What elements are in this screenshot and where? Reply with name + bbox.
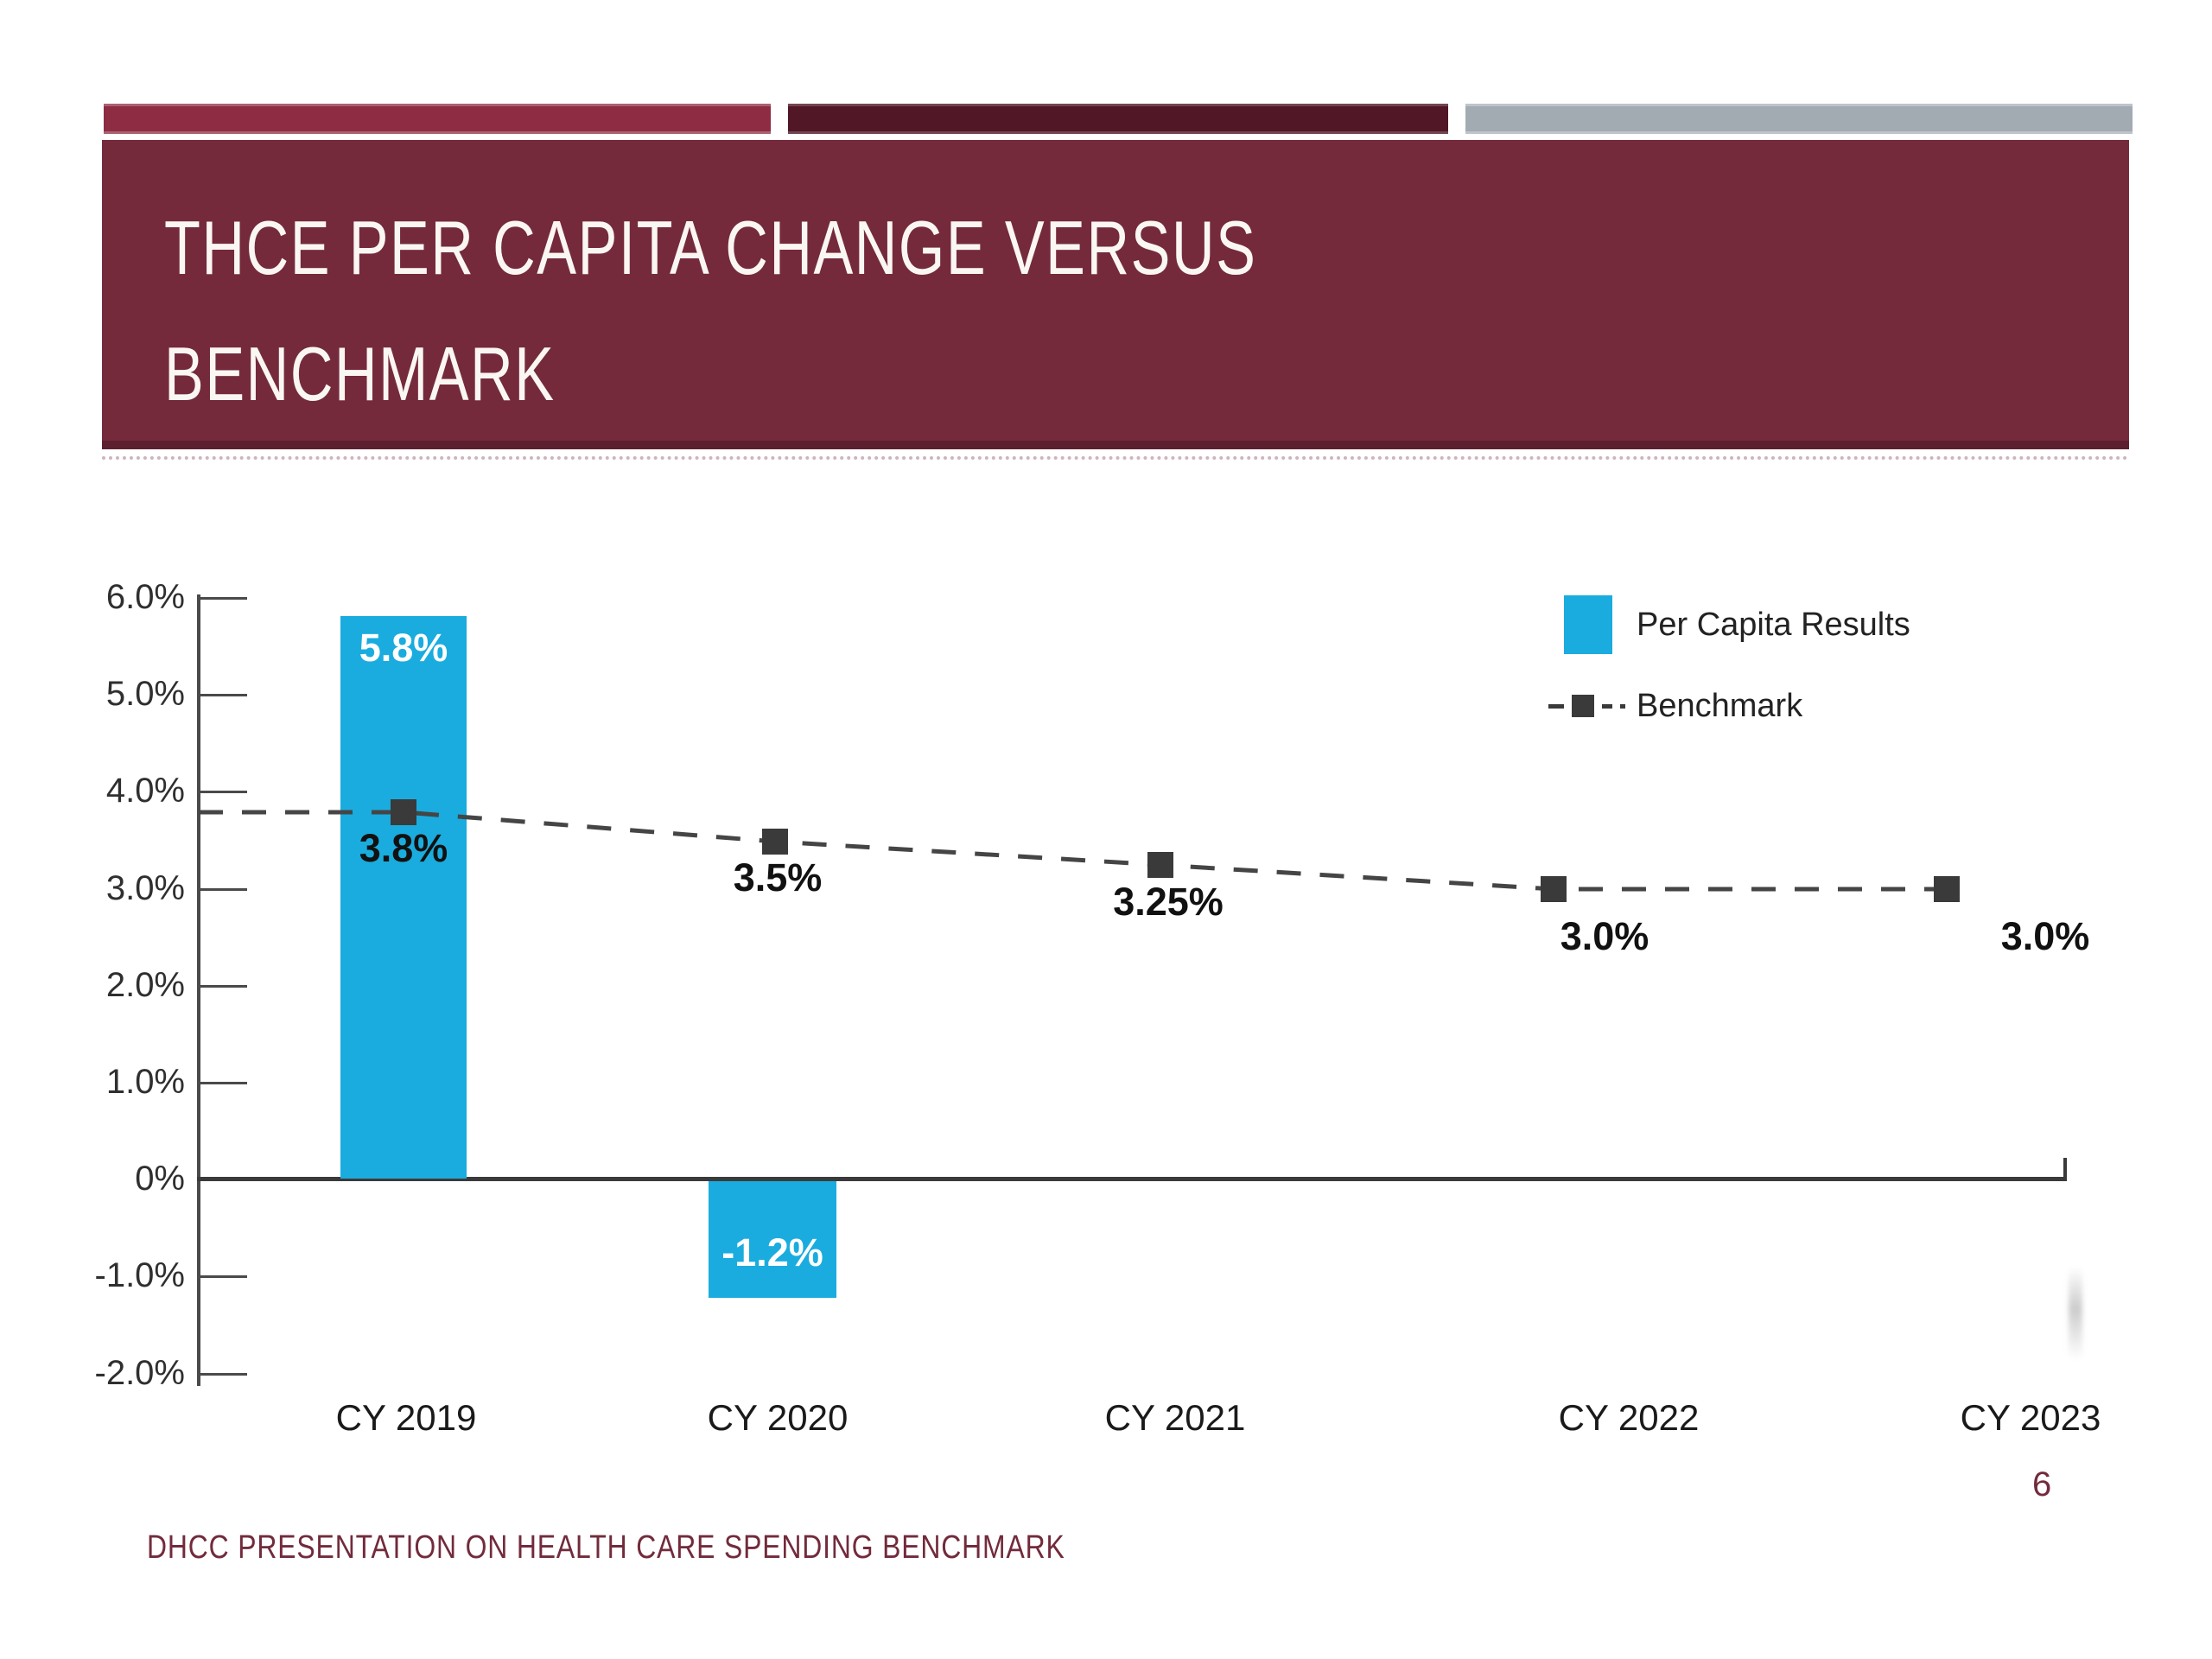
- y-axis-tick-stub: [199, 1373, 247, 1376]
- benchmark-label-cy2022: 3.0%: [1560, 914, 1649, 958]
- y-axis-tick-stub: [199, 888, 247, 891]
- legend-swatch-per-capita-results: [1564, 595, 1612, 654]
- accent-bar-right: [1465, 104, 2133, 134]
- legend-square-marker: [1572, 695, 1594, 717]
- legend-label-per-capita-results: Per Capita Results: [1637, 607, 1910, 643]
- benchmark-marker: [1934, 876, 1960, 902]
- bar-cy2019: [340, 616, 467, 1179]
- bar-label-cy2019: 5.8%: [359, 626, 448, 670]
- y-tick-label: 1.0%: [105, 1063, 185, 1101]
- benchmark-label-cy2021: 3.25%: [1113, 880, 1224, 924]
- zero-axis-end-tick: [2063, 1158, 2067, 1180]
- benchmark-label-cy2023: 3.0%: [2000, 914, 2090, 958]
- benchmark-marker: [762, 829, 788, 855]
- header-block: THCE PER CAPITA CHANGE VERSUS BENCHMARK: [102, 140, 2129, 449]
- legend-dot: [1620, 703, 1625, 709]
- y-axis-tick-stub: [199, 1082, 247, 1084]
- x-tick-label: CY 2023: [1960, 1397, 2101, 1438]
- legend-dash: [1602, 703, 1612, 709]
- y-axis-tick-stub: [199, 694, 247, 696]
- slide-title: THCE PER CAPITA CHANGE VERSUS BENCHMARK: [164, 185, 1256, 437]
- y-axis-line: [197, 594, 200, 1386]
- smudge-artifact: [2069, 1267, 2082, 1360]
- footer-text: DHCC PRESENTATION ON HEALTH CARE SPENDIN…: [147, 1529, 1065, 1566]
- x-tick-label: CY 2022: [1558, 1397, 1700, 1438]
- y-axis-tick-stub: [199, 985, 247, 988]
- y-tick-label: 2.0%: [105, 966, 185, 1004]
- bar-cy2020: [709, 1181, 836, 1298]
- slide-title-line-2: BENCHMARK: [164, 331, 556, 416]
- benchmark-label-cy2019: 3.8%: [359, 826, 448, 870]
- y-tick-label: 6.0%: [105, 578, 185, 616]
- x-tick-label: CY 2020: [707, 1397, 849, 1438]
- y-tick-label: 5.0%: [105, 675, 185, 713]
- page-number: 6: [2032, 1465, 2052, 1503]
- header-dotted-underline: [102, 456, 2129, 460]
- y-tick-label: 4.0%: [105, 772, 185, 810]
- benchmark-label-cy2020: 3.5%: [733, 855, 823, 899]
- y-tick-label: 0%: [135, 1160, 185, 1198]
- accent-bar-middle: [788, 104, 1448, 134]
- legend-dash: [1548, 703, 1564, 709]
- y-tick-label: -2.0%: [94, 1354, 186, 1392]
- slide-title-line-1: THCE PER CAPITA CHANGE VERSUS: [164, 205, 1257, 290]
- x-tick-label: CY 2019: [335, 1397, 477, 1438]
- y-axis-tick-stub: [199, 1275, 247, 1278]
- benchmark-marker: [1147, 852, 1173, 878]
- legend-marker-benchmark: [1548, 695, 1628, 717]
- y-tick-label: -1.0%: [94, 1256, 186, 1294]
- x-tick-label: CY 2021: [1104, 1397, 1246, 1438]
- accent-bar-left: [104, 104, 771, 134]
- y-axis-tick-stub: [199, 791, 247, 793]
- benchmark-marker: [1541, 876, 1567, 902]
- y-tick-label: 3.0%: [105, 869, 185, 907]
- zero-axis-line: [197, 1177, 2067, 1181]
- y-axis-tick-stub: [199, 597, 247, 600]
- bar-label-cy2020: -1.2%: [721, 1230, 823, 1274]
- legend-label-benchmark: Benchmark: [1637, 688, 1803, 724]
